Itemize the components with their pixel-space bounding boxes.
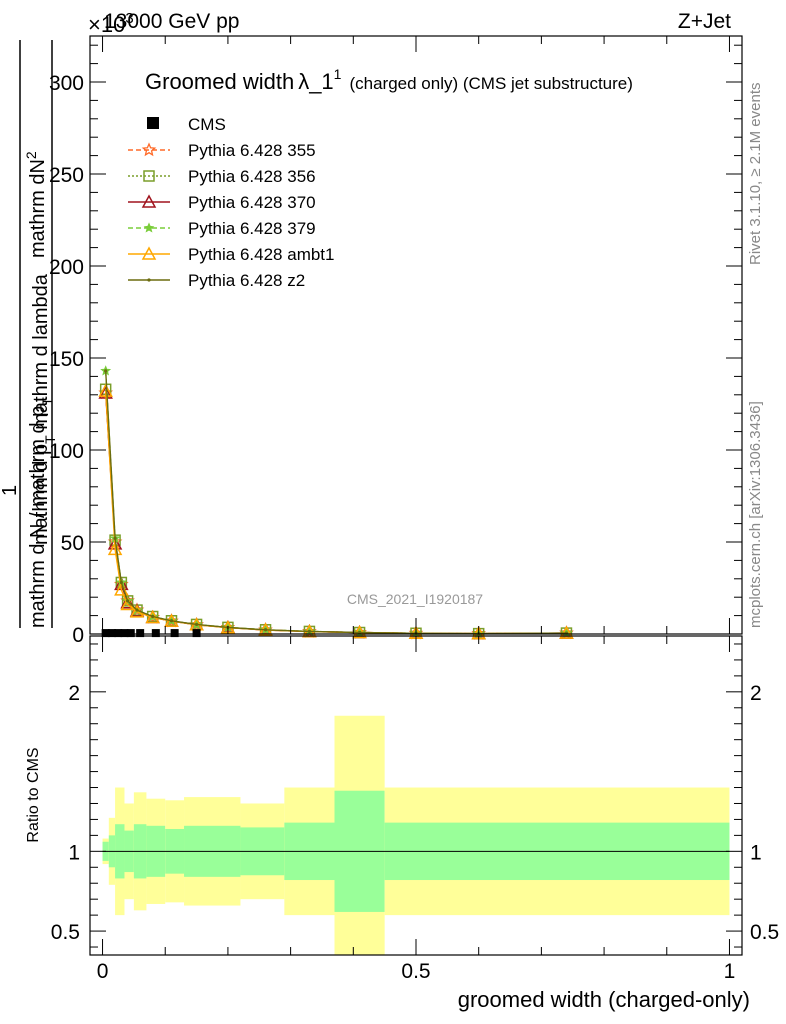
ratio-ytick-label: 0.5 [51,921,80,944]
series-point-z2 [104,369,108,373]
marker-dot [126,599,130,603]
watermark: CMS_2021_I1920187 [347,591,483,607]
legend-marker-z2 [147,278,151,282]
marker-dot [263,628,268,632]
main-ylabel: mathrm dN2 mathrm d pT mathrm d lambda 1… [0,40,58,628]
legend-label-cms: CMS [188,115,226,134]
marker-triangle [98,383,113,397]
series-point-z2 [113,536,117,540]
marker-dot [151,614,155,619]
xlabel: groomed width (charged-only) [458,987,750,1012]
energy-label: 13000 GeV pp [104,10,239,33]
ratio-ytick-label-right: 1 [750,841,762,864]
legend-marker-p356 [143,170,155,182]
legend-label-p355: Pythia 6.428 355 [188,141,316,160]
xtick-label: 0 [97,960,109,983]
ylabel-denominator: mathrm d pT mathrm d lambda [30,273,58,545]
cms-data-points [101,629,201,638]
series-point-z2 [307,629,312,634]
cms-data-point [136,629,145,638]
legend-label-p356: Pythia 6.428 356 [188,167,316,186]
main-ytick-label: 200 [49,256,84,279]
marker-square [143,170,155,182]
ratio-ylabel: Ratio to CMS [25,747,42,842]
cms-data-point [126,629,135,638]
series-line-p370 [105,392,567,635]
main-ytick-label: 0 [72,624,84,647]
marker-triangle [141,246,157,260]
cms-data-point [192,629,201,638]
series-point-ambt1 [107,541,123,556]
series-point-p370 [120,595,135,609]
marker-dot [194,622,199,627]
marker-triangle [141,194,157,208]
ylabel-prefactor-num: 1 [0,485,21,496]
main-ytick-label: 50 [61,532,84,555]
cms-data-point [107,629,116,638]
legend-marker-p370 [141,194,157,208]
marker-dot [135,608,139,612]
legend-marker-cms [147,117,159,129]
series-line-p356 [105,389,567,635]
ratio-ytick-label-right: 2 [750,682,762,705]
ratio-ytick-label: 2 [68,682,80,705]
cms-data-point [170,629,179,638]
legend: CMS Pythia 6.428 355 Pythia 6.428 356 Pyth… [128,115,334,290]
legend-label-p370: Pythia 6.428 370 [188,193,316,212]
series-point-z2 [126,599,130,603]
series-point-z2 [151,614,155,619]
legend-marker-ambt1 [141,246,157,260]
cms-data-point [101,629,110,638]
ylabel-numerator: mathrm dN2 [23,151,49,258]
cms-data-point [114,629,123,638]
marker-star [143,222,155,233]
plot-title: Groomed width λ_11 (charged only) (CMS jet… [145,66,633,94]
multiplier-label: ×103 [88,10,134,37]
series-point-z2 [119,580,123,585]
marker-dot [113,536,117,540]
legend-label-ambt1: Pythia 6.428 ambt1 [188,245,334,264]
series-line-p355 [105,392,567,635]
series-point-z2 [263,628,268,632]
series-line-p379 [105,370,567,635]
process-label: Z+Jet [678,10,731,33]
cms-data-point [120,629,129,638]
cms-data-point [151,629,160,638]
marker-dot [357,630,362,635]
series-point-z2 [169,619,174,623]
series-point-z2 [135,608,139,612]
series-point-ambt1 [98,383,113,397]
legend-label-p379: Pythia 6.428 379 [188,219,316,238]
series-point-z2 [357,630,362,635]
mcplots-label: mcplots.cern.ch [arXiv:1306.3436] [747,401,764,628]
marker-dot [307,629,312,634]
ylabel-prefactor-den: mathrm d N / mathrm d pT [27,397,55,628]
marker-dot [147,278,151,282]
marker-dot [169,619,174,623]
xtick-label: 1 [724,960,736,983]
legend-label-z2: Pythia 6.428 z2 [188,271,305,290]
series-line-z2 [105,370,567,635]
main-ytick-label: 150 [49,348,84,371]
marker-triangle [107,541,123,556]
ratio-ytick-label-right: 0.5 [750,921,779,944]
ratio-ytick-label: 1 [68,841,80,864]
legend-marker-p355 [141,142,157,157]
marker-dot [104,369,108,373]
main-series [98,365,574,640]
xtick-label: 0.5 [401,960,430,983]
main-ytick-label: 250 [49,164,84,187]
main-ytick-label: 300 [49,72,84,95]
rivet-label: Rivet 3.1.10, ≥ 2.1M events [747,83,764,266]
ratio-bands [102,715,730,955]
main-ytick-label: 100 [49,440,84,463]
marker-dot [119,580,123,585]
marker-triangle [120,595,135,609]
marker-star [141,142,157,157]
series-point-z2 [194,622,199,627]
series-line-ambt1 [105,391,567,635]
axes: 0 50 100 150 200 250 300 0.5 0.5 1 1 2 2 0 0.5 1 [49,35,779,983]
legend-marker-p379 [143,222,155,233]
